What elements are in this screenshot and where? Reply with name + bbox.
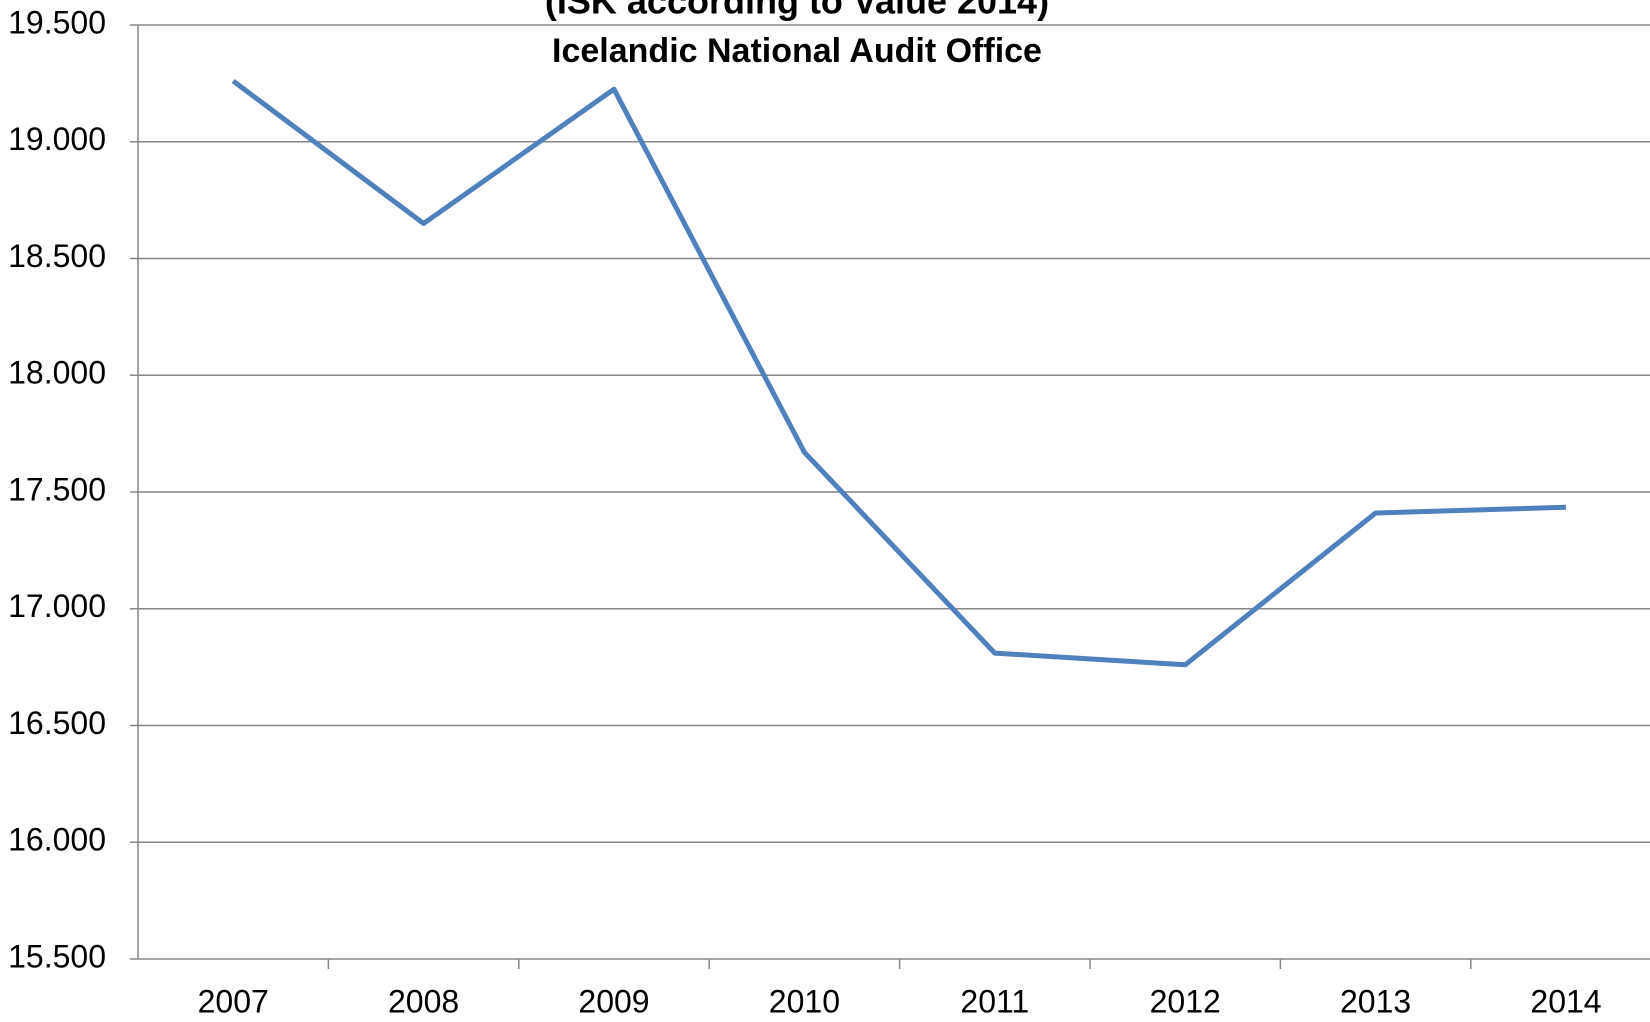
x-tick-label: 2012 <box>1150 983 1221 1019</box>
x-tick-label: 2013 <box>1340 983 1411 1019</box>
y-tick-label: 16.000 <box>8 822 106 858</box>
y-tick-label: 15.500 <box>8 938 106 974</box>
chart-title: (ISK according to Value 2014) <box>545 0 1049 22</box>
x-tick-label: 2008 <box>388 983 459 1019</box>
y-tick-label: 17.500 <box>8 471 106 507</box>
x-tick-label: 2011 <box>960 983 1029 1019</box>
x-tick-label: 2014 <box>1530 983 1601 1019</box>
y-tick-label: 19.000 <box>8 121 106 157</box>
y-tick-label: 17.000 <box>8 588 106 624</box>
y-tick-label: 19.500 <box>8 4 106 40</box>
y-tick-label: 16.500 <box>8 705 106 741</box>
data-line <box>231 78 1567 668</box>
x-tick-label: 2010 <box>769 983 840 1019</box>
x-tick-label: 2007 <box>198 983 269 1019</box>
y-tick-label: 18.500 <box>8 238 106 274</box>
y-tick-label: 18.000 <box>8 355 106 391</box>
chart-subtitle: Icelandic National Audit Office <box>552 32 1042 70</box>
x-tick-label: 2009 <box>578 983 649 1019</box>
